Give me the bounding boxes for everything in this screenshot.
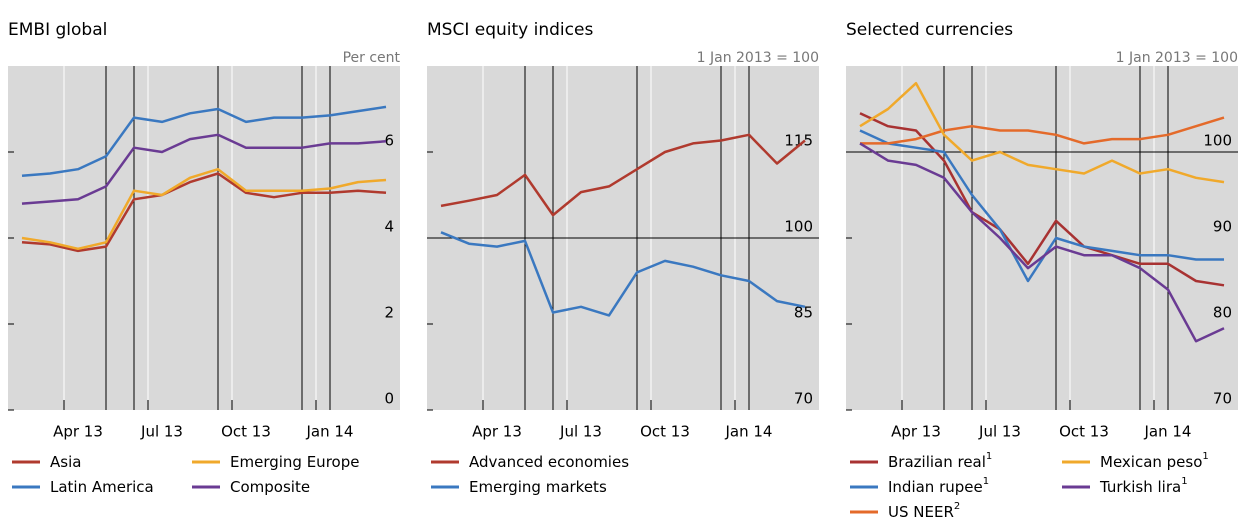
legend-footnote: 2 xyxy=(954,501,960,512)
y-tick-label: 100 xyxy=(1203,132,1232,150)
legend-footnote: 1 xyxy=(1181,476,1187,487)
series-line xyxy=(859,81,1225,184)
y-tick-label: 70 xyxy=(794,390,813,408)
x-tick-label: Jan 14 xyxy=(1144,423,1192,441)
legend-label: Emerging markets xyxy=(469,478,607,496)
panel-title: EMBI global xyxy=(8,20,107,40)
legend-footnote: 1 xyxy=(986,451,992,462)
legend-label: Mexican peso1 xyxy=(1100,451,1209,471)
legend-name: Emerging Europe xyxy=(230,453,359,471)
legend-name: Emerging markets xyxy=(469,478,607,496)
series-line xyxy=(21,167,387,251)
legend-name: Advanced economies xyxy=(469,453,629,471)
series-line xyxy=(859,112,1225,287)
x-tick-label: Jan 14 xyxy=(306,423,354,441)
unit-label: 1 Jan 2013 = 100 xyxy=(697,50,819,66)
legend-label: Emerging Europe xyxy=(230,453,359,471)
y-tick-label: 80 xyxy=(1213,304,1232,322)
legend-label: Advanced economies xyxy=(469,453,629,471)
y-tick-label: 4 xyxy=(384,218,394,236)
legend-footnote: 1 xyxy=(1202,451,1208,462)
series-line xyxy=(440,133,806,217)
x-tick-label: Jul 13 xyxy=(559,423,602,441)
legend-label: US NEER2 xyxy=(888,501,960,521)
x-tick-label: Apr 13 xyxy=(472,423,522,441)
legend-name: Mexican peso xyxy=(1100,453,1202,471)
legend-name: Latin America xyxy=(50,478,154,496)
y-tick-label: 70 xyxy=(1213,390,1232,408)
x-tick-label: Oct 13 xyxy=(640,423,690,441)
x-tick-label: Jan 14 xyxy=(725,423,773,441)
legend-name: Turkish lira xyxy=(1099,478,1181,496)
y-tick-label: 2 xyxy=(384,304,394,322)
y-tick-label: 0 xyxy=(384,390,394,408)
plot-area xyxy=(846,66,1238,410)
series-line xyxy=(21,172,387,253)
unit-label: Per cent xyxy=(343,50,401,66)
y-tick-label: 85 xyxy=(794,304,813,322)
legend-name: Indian rupee xyxy=(888,478,983,496)
y-tick-label: 100 xyxy=(784,218,813,236)
y-tick-label: 90 xyxy=(1213,218,1232,236)
legend-label: Brazilian real1 xyxy=(888,451,992,471)
legend-label: Turkish lira1 xyxy=(1099,476,1188,496)
legend-name: US NEER xyxy=(888,503,954,521)
x-tick-label: Apr 13 xyxy=(891,423,941,441)
legend-label: Latin America xyxy=(50,478,154,496)
series-line xyxy=(440,231,806,317)
y-tick-label: 6 xyxy=(384,132,394,150)
x-tick-label: Jul 13 xyxy=(978,423,1021,441)
legend-name: Brazilian real xyxy=(888,453,986,471)
legend-label: Composite xyxy=(230,478,310,496)
panel-title: Selected currencies xyxy=(846,20,1013,40)
series-line xyxy=(859,142,1225,343)
x-tick-label: Jul 13 xyxy=(140,423,183,441)
x-tick-label: Apr 13 xyxy=(53,423,103,441)
series-line xyxy=(21,133,387,205)
unit-label: 1 Jan 2013 = 100 xyxy=(1116,50,1238,66)
legend-name: Composite xyxy=(230,478,310,496)
legend-label: Asia xyxy=(50,453,81,471)
series-line xyxy=(860,116,1225,145)
legend-name: Asia xyxy=(50,453,81,471)
y-tick-label: 115 xyxy=(784,132,813,150)
plot-area xyxy=(8,66,400,410)
x-tick-label: Oct 13 xyxy=(221,423,271,441)
series-line xyxy=(21,105,387,177)
x-tick-label: Oct 13 xyxy=(1059,423,1109,441)
legend-label: Indian rupee1 xyxy=(888,476,989,496)
panel-title: MSCI equity indices xyxy=(427,20,593,40)
legend-footnote: 1 xyxy=(983,476,989,487)
series-line xyxy=(859,129,1224,283)
